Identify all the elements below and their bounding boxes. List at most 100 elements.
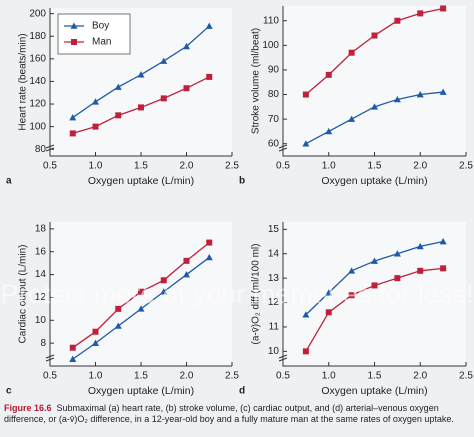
point	[183, 271, 190, 278]
point	[160, 95, 167, 102]
point	[371, 257, 378, 264]
y-tick-label: 90	[268, 65, 280, 76]
y-tick-label: 200	[29, 8, 46, 19]
caption-text: Submaximal (a) heart rate, (b) stroke vo…	[4, 403, 454, 424]
point	[371, 103, 378, 110]
legend-marker	[70, 22, 78, 29]
point	[325, 127, 333, 135]
point	[417, 10, 424, 17]
x-axis-label: Oxygen uptake (L/min)	[88, 175, 194, 187]
x-tick-label: 2.5	[225, 161, 239, 172]
x-tick-label: 1.5	[368, 371, 382, 382]
y-tick-label: 14	[35, 269, 47, 280]
y-axis-label: Cardiac output (L/min)	[18, 245, 29, 344]
x-tick-label: 2.0	[180, 371, 194, 382]
point	[440, 265, 447, 272]
x-tick-label: 1.5	[134, 161, 148, 172]
legend-box	[57, 13, 131, 55]
x-tick-label: 1.5	[134, 371, 148, 382]
point	[114, 322, 122, 329]
point	[69, 344, 76, 351]
y-tick-label: 100	[29, 121, 46, 132]
y-tick-label: 80	[268, 89, 280, 100]
legend-label: Man	[92, 37, 111, 48]
point	[138, 288, 144, 295]
x-tick-label: 0.5	[43, 161, 57, 172]
x-tick-label: 0.5	[43, 371, 57, 382]
y-tick-label: 10	[35, 315, 47, 326]
point	[160, 288, 168, 295]
x-tick-label: 1.0	[89, 161, 103, 172]
legend-label: Boy	[92, 21, 109, 32]
y-tick-label: 16	[35, 246, 47, 257]
x-axis-label: Oxygen uptake (L/min)	[321, 175, 427, 187]
caption: Figure 16.6 Submaximal (a) heart rate, (b…	[4, 403, 470, 424]
y-tick-label: 180	[29, 31, 46, 42]
point	[393, 250, 401, 257]
point	[92, 123, 99, 130]
x-axis-label: Oxygen uptake (L/min)	[321, 385, 427, 397]
point	[371, 32, 378, 39]
x-tick-label: 1.0	[89, 371, 103, 382]
legend-marker	[71, 39, 77, 45]
panel-letter: d	[239, 386, 245, 397]
x-tick-label: 2.5	[459, 371, 473, 382]
x-tick-label: 0.5	[276, 371, 290, 382]
point	[69, 130, 76, 137]
point	[440, 5, 447, 12]
x-tick-label: 2.0	[413, 371, 427, 382]
point	[302, 140, 310, 147]
y-axis-label: Heart rate (beats/min)	[18, 33, 29, 130]
x-tick-label: 2.5	[225, 371, 239, 382]
x-tick-label: 2.0	[413, 161, 427, 172]
point	[160, 57, 168, 64]
point	[302, 91, 309, 98]
y-axis-label: Stroke volume (ml/beat)	[251, 28, 262, 134]
point	[115, 305, 122, 312]
x-tick-label: 1.5	[368, 161, 382, 172]
point	[348, 49, 355, 56]
y-tick-label: 100	[262, 40, 279, 51]
point	[439, 238, 447, 245]
axis-break	[278, 354, 288, 362]
point	[138, 104, 144, 111]
point	[160, 277, 167, 284]
y-tick-label: 14	[268, 248, 280, 259]
point	[325, 309, 332, 316]
point	[137, 305, 145, 312]
y-tick-label: 12	[35, 292, 47, 303]
point	[416, 242, 424, 250]
point	[92, 339, 99, 346]
panel-letter: c	[6, 386, 12, 397]
plot-area	[283, 6, 466, 156]
point	[394, 17, 401, 24]
y-tick-label: 120	[29, 99, 46, 110]
point	[302, 311, 310, 318]
point	[183, 85, 190, 92]
point	[205, 22, 213, 29]
point	[348, 292, 355, 299]
y-tick-label: 10	[268, 346, 280, 357]
y-tick-label: 11	[269, 322, 280, 333]
y-tick-label: 18	[35, 223, 47, 234]
y-tick-label: 160	[29, 53, 46, 64]
point	[302, 348, 309, 355]
axis-break	[278, 144, 288, 152]
point	[325, 71, 332, 78]
figure: 80 100 120 140 160 180 200 0.5 1.0 1.5 2.0 2.5 Oxyge…	[1, 5, 474, 397]
x-tick-label: 1.0	[322, 161, 336, 172]
y-tick-label: 12	[268, 297, 280, 308]
x-tick-label: 1.0	[322, 371, 336, 382]
y-axis-label: (a-v̄)O₂ diff (ml/100 ml)	[251, 244, 262, 345]
watermark: Protect more of your memories for less!	[1, 279, 474, 309]
point	[394, 275, 401, 282]
x-axis-label: Oxygen uptake (L/min)	[88, 385, 194, 397]
point	[92, 328, 99, 335]
point	[206, 239, 213, 246]
point	[417, 267, 424, 274]
point	[371, 282, 378, 289]
point	[114, 83, 122, 90]
point	[393, 95, 401, 103]
point	[325, 289, 333, 296]
